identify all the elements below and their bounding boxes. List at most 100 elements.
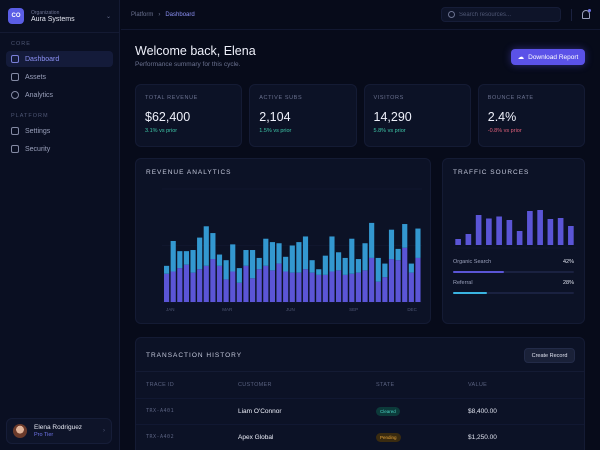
bar-growth[interactable]	[190, 250, 196, 273]
bar-growth[interactable]	[369, 222, 375, 258]
bar-base[interactable]	[309, 272, 315, 302]
traffic-bar[interactable]	[506, 220, 513, 245]
bar-base[interactable]	[164, 273, 170, 302]
bar-base[interactable]	[203, 265, 209, 302]
column-header-value[interactable]: VALUE	[468, 381, 488, 388]
traffic-bar[interactable]	[516, 231, 523, 245]
bar-growth[interactable]	[415, 228, 421, 258]
bar-growth[interactable]	[210, 233, 216, 260]
bar-growth[interactable]	[256, 257, 262, 270]
sidebar-item-settings[interactable]: Settings	[6, 123, 113, 139]
bar-growth[interactable]	[177, 251, 183, 269]
bar-growth[interactable]	[408, 263, 414, 273]
bar-growth[interactable]	[164, 265, 170, 274]
bar-base[interactable]	[183, 264, 190, 302]
table-row[interactable]: TRX-A402 Apex Global Pending $1,250.00	[136, 423, 584, 450]
sidebar-item-security[interactable]: Security	[6, 141, 113, 157]
sidebar-item-analytics[interactable]: Analytics	[6, 87, 113, 103]
bar-base[interactable]	[190, 272, 196, 302]
bar-growth[interactable]	[349, 238, 355, 274]
traffic-bar[interactable]	[455, 239, 461, 245]
traffic-bar[interactable]	[557, 218, 564, 245]
bar-base[interactable]	[402, 247, 408, 302]
bar-growth[interactable]	[322, 255, 328, 275]
traffic-bar[interactable]	[486, 218, 492, 246]
sidebar-item-assets[interactable]: Assets	[6, 69, 113, 85]
bar-base[interactable]	[283, 271, 289, 302]
table-row[interactable]: TRX-A401 Liam O'Connor Cleared $8,400.00	[136, 397, 584, 424]
bar-base[interactable]	[329, 271, 335, 302]
column-header-state[interactable]: STATE	[376, 381, 395, 388]
bar-base[interactable]	[250, 278, 256, 302]
bar-base[interactable]	[302, 269, 309, 302]
bar-base[interactable]	[316, 274, 322, 302]
traffic-bar[interactable]	[547, 219, 554, 245]
bar-base[interactable]	[289, 272, 295, 302]
bar-growth[interactable]	[382, 263, 388, 278]
bar-growth[interactable]	[203, 226, 209, 266]
bar-base[interactable]	[388, 259, 395, 302]
bar-base[interactable]	[177, 268, 183, 302]
search-box[interactable]	[441, 7, 561, 22]
bar-growth[interactable]	[342, 257, 348, 275]
bar-growth[interactable]	[316, 269, 322, 275]
bar-base[interactable]	[342, 274, 348, 302]
bar-base[interactable]	[223, 279, 229, 302]
bar-base[interactable]	[375, 281, 381, 302]
bar-base[interactable]	[355, 272, 362, 302]
bar-growth[interactable]	[170, 240, 176, 272]
bar-growth[interactable]	[302, 236, 309, 270]
bar-base[interactable]	[322, 274, 328, 302]
bar-base[interactable]	[263, 265, 269, 302]
bar-growth[interactable]	[269, 242, 276, 271]
traffic-bar[interactable]	[496, 216, 502, 246]
bar-growth[interactable]	[309, 260, 315, 273]
traffic-bar[interactable]	[475, 215, 482, 245]
bar-growth[interactable]	[329, 236, 335, 272]
bar-growth[interactable]	[395, 248, 401, 261]
bar-growth[interactable]	[183, 251, 190, 265]
user-profile-card[interactable]: Elena Rodriguez Pro Tier ›	[6, 418, 112, 444]
bar-base[interactable]	[336, 270, 342, 302]
bar-base[interactable]	[256, 269, 262, 302]
bar-base[interactable]	[170, 271, 176, 302]
traffic-bar[interactable]	[537, 210, 543, 245]
bar-growth[interactable]	[283, 256, 289, 272]
bell-icon[interactable]	[582, 9, 591, 19]
bar-base[interactable]	[362, 270, 368, 302]
bar-base[interactable]	[408, 272, 414, 302]
bar-base[interactable]	[236, 282, 242, 302]
bar-base[interactable]	[382, 277, 388, 302]
traffic-bar[interactable]	[527, 211, 533, 245]
bar-base[interactable]	[243, 265, 249, 302]
traffic-bar[interactable]	[568, 226, 574, 245]
bar-base[interactable]	[210, 259, 216, 302]
bar-base[interactable]	[216, 265, 223, 302]
bar-base[interactable]	[230, 271, 236, 302]
bar-growth[interactable]	[197, 237, 203, 270]
bar-growth[interactable]	[276, 243, 282, 264]
bar-growth[interactable]	[375, 257, 381, 282]
bar-growth[interactable]	[336, 252, 342, 271]
bar-base[interactable]	[349, 273, 355, 302]
column-header-customer[interactable]: CUSTOMER	[238, 381, 272, 388]
sidebar-item-dashboard[interactable]: Dashboard	[6, 51, 113, 67]
bar-growth[interactable]	[250, 250, 256, 279]
bar-growth[interactable]	[362, 243, 368, 271]
bar-growth[interactable]	[388, 229, 395, 260]
bar-growth[interactable]	[236, 268, 242, 283]
bar-base[interactable]	[296, 272, 302, 302]
traffic-bar[interactable]	[465, 234, 472, 245]
bar-base[interactable]	[276, 263, 282, 302]
bar-growth[interactable]	[263, 238, 269, 266]
bar-base[interactable]	[415, 257, 421, 302]
bar-base[interactable]	[197, 269, 203, 302]
bar-growth[interactable]	[223, 260, 229, 280]
bar-growth[interactable]	[216, 254, 223, 266]
bar-growth[interactable]	[289, 245, 295, 273]
bar-base[interactable]	[269, 270, 276, 302]
column-header-trace[interactable]: TRACE ID	[146, 381, 175, 388]
create-record-button[interactable]: Create Record	[524, 348, 575, 363]
org-switcher[interactable]: CO Organization Aura Systems ⌄	[0, 0, 119, 33]
bar-growth[interactable]	[355, 259, 362, 273]
